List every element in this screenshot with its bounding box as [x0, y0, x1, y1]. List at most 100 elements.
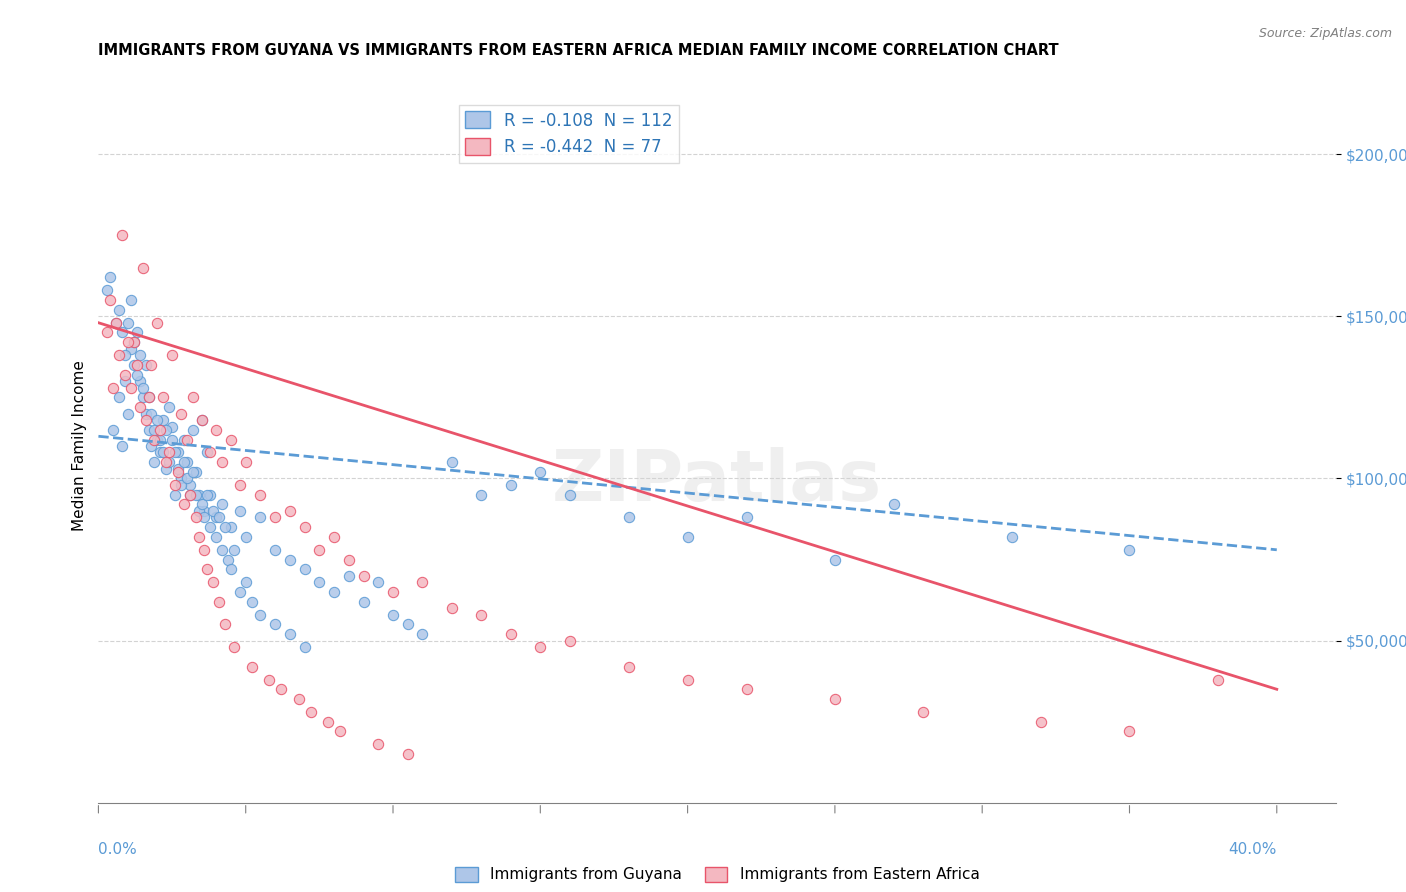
Point	[219, 520, 242, 534]
Point	[157, 400, 180, 414]
Point	[229, 504, 252, 518]
Point	[138, 390, 160, 404]
Point	[200, 445, 222, 459]
Point	[470, 607, 492, 622]
Point	[111, 326, 134, 340]
Point	[125, 326, 148, 340]
Point	[558, 633, 581, 648]
Point	[1118, 542, 1140, 557]
Point	[173, 455, 195, 469]
Point	[135, 358, 157, 372]
Point	[108, 348, 131, 362]
Point	[167, 461, 190, 475]
Point	[229, 478, 252, 492]
Point	[122, 335, 145, 350]
Point	[163, 478, 186, 492]
Point	[411, 627, 433, 641]
Point	[367, 575, 389, 590]
Point	[167, 445, 190, 459]
Point	[214, 520, 236, 534]
Point	[499, 627, 522, 641]
Point	[382, 585, 405, 599]
Point	[278, 504, 301, 518]
Point	[138, 423, 160, 437]
Point	[249, 488, 271, 502]
Point	[240, 659, 263, 673]
Point	[323, 530, 346, 544]
Point	[146, 433, 169, 447]
Point	[128, 400, 150, 414]
Point	[676, 673, 699, 687]
Text: Source: ZipAtlas.com: Source: ZipAtlas.com	[1258, 27, 1392, 40]
Point	[214, 617, 236, 632]
Point	[146, 316, 169, 330]
Point	[181, 390, 204, 404]
Point	[337, 568, 360, 582]
Point	[1206, 673, 1229, 687]
Point	[499, 478, 522, 492]
Point	[187, 530, 209, 544]
Point	[146, 413, 169, 427]
Point	[108, 302, 131, 317]
Point	[155, 461, 177, 475]
Point	[181, 423, 204, 437]
Point	[157, 455, 180, 469]
Point	[197, 562, 219, 576]
Point	[131, 260, 153, 275]
Point	[98, 270, 121, 285]
Point	[264, 542, 287, 557]
Point	[135, 413, 157, 427]
Point	[249, 607, 271, 622]
Point	[170, 471, 193, 485]
Point	[735, 510, 758, 524]
Point	[149, 445, 172, 459]
Point	[219, 433, 242, 447]
Point	[193, 542, 215, 557]
Point	[235, 530, 257, 544]
Point	[176, 433, 198, 447]
Point	[163, 445, 186, 459]
Point	[222, 542, 245, 557]
Point	[205, 423, 228, 437]
Point	[1029, 714, 1052, 729]
Point	[143, 423, 166, 437]
Text: IMMIGRANTS FROM GUYANA VS IMMIGRANTS FROM EASTERN AFRICA MEDIAN FAMILY INCOME CO: IMMIGRANTS FROM GUYANA VS IMMIGRANTS FRO…	[98, 43, 1059, 58]
Point	[152, 390, 174, 404]
Point	[294, 562, 316, 576]
Point	[211, 455, 233, 469]
Point	[323, 585, 346, 599]
Point	[138, 390, 160, 404]
Point	[529, 465, 551, 479]
Point	[396, 747, 419, 761]
Point	[205, 530, 228, 544]
Point	[117, 335, 139, 350]
Point	[299, 705, 322, 719]
Y-axis label: Median Family Income: Median Family Income	[72, 360, 87, 532]
Point	[617, 659, 640, 673]
Point	[98, 293, 121, 307]
Point	[440, 455, 463, 469]
Point	[308, 575, 330, 590]
Point	[294, 640, 316, 654]
Point	[294, 520, 316, 534]
Point	[184, 465, 207, 479]
Point	[316, 714, 339, 729]
Point	[120, 381, 142, 395]
Point	[96, 326, 118, 340]
Point	[187, 488, 209, 502]
Point	[114, 348, 136, 362]
Point	[105, 316, 128, 330]
Point	[114, 374, 136, 388]
Point	[135, 407, 157, 421]
Point	[179, 488, 201, 502]
Point	[122, 358, 145, 372]
Point	[558, 488, 581, 502]
Point	[259, 673, 281, 687]
Point	[208, 510, 231, 524]
Point	[235, 575, 257, 590]
Point	[249, 510, 271, 524]
Point	[96, 283, 118, 297]
Point	[211, 497, 233, 511]
Point	[155, 455, 177, 469]
Point	[173, 433, 195, 447]
